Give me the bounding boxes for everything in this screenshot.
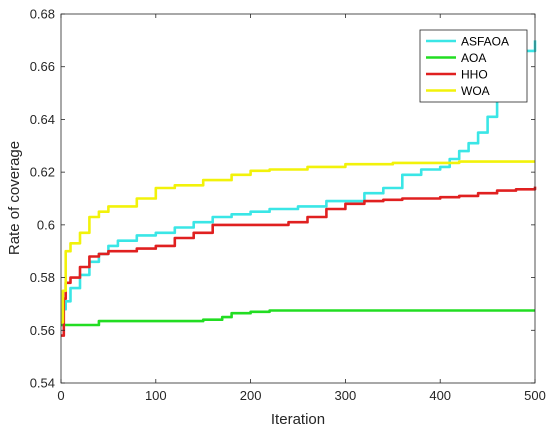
legend: ASFAOA AOA HHO WOA bbox=[419, 29, 528, 103]
x-tick-label: 300 bbox=[335, 388, 357, 403]
y-tick-label: 0.66 bbox=[30, 59, 55, 74]
x-tick-label: 200 bbox=[240, 388, 262, 403]
series-line-woa bbox=[61, 160, 535, 324]
x-tick-label: 0 bbox=[57, 388, 64, 403]
y-tick-label: 0.56 bbox=[30, 323, 55, 338]
x-axis-label: Iteration bbox=[271, 411, 325, 428]
y-axis-label: Rate of coverage bbox=[6, 141, 23, 255]
series-line-aoa bbox=[61, 309, 535, 327]
series-layer bbox=[61, 40, 537, 337]
plot-frame bbox=[60, 13, 536, 384]
x-tick-label: 500 bbox=[524, 388, 546, 403]
x-tick-label: 100 bbox=[145, 388, 167, 403]
y-tick-label: 0.54 bbox=[30, 376, 55, 391]
y-tick-label: 0.6 bbox=[37, 217, 55, 232]
legend-label-asfaoa: ASFAOA bbox=[461, 35, 509, 49]
y-tick-label: 0.68 bbox=[30, 7, 55, 22]
y-tick-label: 0.62 bbox=[30, 165, 55, 180]
legend-label-aoa: AOA bbox=[461, 51, 486, 65]
y-tick-label: 0.64 bbox=[30, 112, 55, 127]
series-line-hho bbox=[61, 186, 537, 337]
ticks-layer: 0 100 200 300 400 500 0.54 0.56 0.58 0.6 0.62 0.64 0… bbox=[30, 7, 546, 404]
series-line-asfaoa bbox=[61, 40, 537, 327]
legend-label-hho: HHO bbox=[461, 68, 488, 82]
legend-label-woa: WOA bbox=[461, 84, 490, 98]
y-tick-label: 0.58 bbox=[30, 270, 55, 285]
x-tick-label: 400 bbox=[429, 388, 451, 403]
